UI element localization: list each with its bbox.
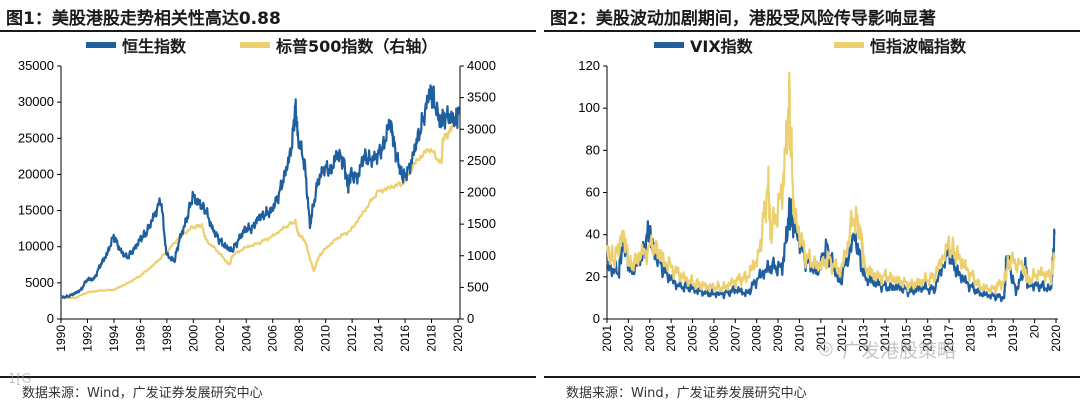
chart-2-x-tick-label: 2011 — [814, 325, 828, 351]
chart-1-x-tick-label: 2020 — [451, 325, 465, 352]
chart-1-x-tick-label: 2010 — [319, 325, 333, 352]
chart-2-source: 数据来源：Wind，广发证券发展研究中心 — [566, 386, 807, 401]
chart-2-x-tick-label: 2020 — [1049, 325, 1063, 352]
chart-1-y-tick-label: 0 — [47, 311, 54, 326]
chart-2-y-tick-label: 40 — [586, 227, 600, 242]
chart-2-x-tick-label: 2006 — [707, 325, 721, 352]
chart-1-series-1-line — [60, 107, 460, 300]
chart-2-y-tick-label: 60 — [586, 185, 600, 200]
chart-1-y2-tick-label: 500 — [467, 279, 489, 294]
chart-2-x-tick-label: 2009 — [771, 325, 785, 352]
chart-2-y-tick-label: 100 — [578, 100, 600, 115]
chart-2-x-tick-label: 2015 — [899, 325, 913, 352]
chart-1-x-tick-label: 2004 — [239, 325, 253, 352]
chart-1-legend-swatch-1 — [240, 42, 270, 48]
chart-2-x-tick-label: 2004 — [664, 325, 678, 352]
chart-2-x-tick-label: 2012 — [835, 325, 849, 352]
chart-1-y-tick-label: 10000 — [18, 239, 54, 254]
chart-2-title: 图2：美股波动加剧期间，港股受风险传导影响显著 — [550, 9, 936, 29]
chart-1-y-tick-label: 35000 — [18, 58, 54, 73]
chart-2-x-tick-label: 2003 — [643, 325, 657, 352]
chart-1-source-rule — [0, 376, 536, 378]
chart-2-x-tick-label: 2008 — [750, 325, 764, 352]
chart-1-source: 数据来源：Wind，广发证券发展研究中心 — [22, 386, 263, 401]
chart-1-y2-tick-label: 3000 — [467, 121, 496, 136]
chart-1-series-0-line — [60, 84, 460, 299]
chart-2-legend-swatch-1 — [834, 42, 864, 48]
chart-1-y2-tick-label: 3500 — [467, 90, 496, 105]
chart-1-y2-tick-label: 1000 — [467, 248, 496, 263]
chart-1-legend-label-0: 恒生指数 — [122, 37, 187, 56]
chart-2-x-tick-label: 2010 — [792, 325, 806, 352]
chart-1-y2-tick-label: 4000 — [467, 58, 496, 73]
chart-1-plot: 0 5000 10000 15000 20000 25000 30000 35000 0 500 1… — [18, 37, 496, 352]
chart-2-x-tick-label: 2007 — [728, 325, 742, 352]
chart-2-series-1-line — [605, 71, 1056, 295]
chart-1-y2-tick-label: 2000 — [467, 185, 496, 200]
chart-2-x-tick-label: 2005 — [686, 325, 700, 352]
chart-2-x-tick-label: 2017 — [942, 325, 956, 352]
chart-2-x-tick-label: 2019 — [1006, 325, 1020, 352]
chart-1-title-rule — [0, 30, 536, 32]
chart-2-x-tick-label: 19 — [985, 325, 999, 339]
chart-2-x-tick-label: 2016 — [921, 325, 935, 352]
chart-2-y-tick-label: 120 — [578, 58, 600, 73]
chart-1-y2-tick-label: 1500 — [467, 216, 496, 231]
chart-1-x-tick-label: 2014 — [372, 325, 386, 352]
chart-1-y2-tick-label: 2500 — [467, 153, 496, 168]
chart-panel-1: 图1：美股港股走势相关性高达0.88 0 5000 10000 15000 20000 2… — [0, 0, 536, 406]
chart-1-y-tick-label: 30000 — [18, 94, 54, 109]
wechat-icon: ◎ — [818, 338, 834, 359]
chart-1-x-tick-label: 2016 — [398, 325, 412, 352]
chart-1-x-tick-label: 1994 — [107, 325, 121, 352]
chart-2-x-tick-label: 2014 — [878, 325, 892, 352]
chart-1-x-tick-label: 2002 — [213, 325, 227, 352]
corner-watermark: 1[G — [8, 372, 32, 387]
watermark-text: 广发港股策略 — [842, 340, 957, 362]
chart-2-y-tick-label: 80 — [586, 142, 600, 157]
chart-1-x-tick-label: 1998 — [160, 325, 174, 352]
chart-1-x-tick-label: 1990 — [54, 325, 68, 352]
chart-2-x-tick-label: 2018 — [963, 325, 977, 352]
chart-1-title: 图1：美股港股走势相关性高达0.88 — [6, 9, 281, 29]
chart-2-title-rule — [544, 30, 1080, 32]
chart-2-x-tick-label: 2002 — [621, 325, 635, 352]
chart-2-source-rule — [544, 376, 1080, 378]
chart-1-x-tick-label: 2012 — [345, 325, 359, 352]
chart-2-legend-label-0: VIX指数 — [690, 37, 754, 56]
chart-2-y-tick-label: 20 — [586, 269, 600, 284]
chart-2-x-tick-label: 20 — [1028, 325, 1042, 339]
chart-1-x-tick-label: 1992 — [80, 325, 94, 352]
chart-1-x-tick-label: 2018 — [425, 325, 439, 352]
chart-1-x-tick-label: 2000 — [186, 325, 200, 352]
chart-1-legend-label-1: 标普500指数（右轴） — [275, 37, 437, 56]
chart-1-y-tick-label: 5000 — [25, 275, 54, 290]
chart-1-legend-swatch-0 — [86, 42, 116, 48]
chart-2-legend-label-1: 恒指波幅指数 — [870, 37, 967, 56]
chart-1-y2-tick-label: 0 — [467, 311, 474, 326]
chart-2-legend-swatch-0 — [654, 42, 684, 48]
chart-2-y-tick-label: 0 — [593, 311, 600, 326]
chart-1-y-tick-label: 20000 — [18, 166, 54, 181]
chart-panel-2: 图2：美股波动加剧期间，港股受风险传导影响显著 0 20 40 60 80 100 120 2… — [544, 0, 1080, 406]
chart-2-x-tick-label: 2001 — [600, 325, 614, 352]
chart-2-plot: 0 20 40 60 80 100 120 2001 2002 2003 2004 2005 2006 2… — [578, 37, 1063, 352]
chart-2-x-tick-label: 2013 — [857, 325, 871, 352]
chart-1-y-tick-label: 25000 — [18, 130, 54, 145]
chart-1-x-tick-label: 1996 — [133, 325, 147, 352]
chart-1-x-tick-label: 2008 — [292, 325, 306, 352]
chart-1-x-tick-label: 2006 — [266, 325, 280, 352]
chart-1-y-tick-label: 15000 — [18, 203, 54, 218]
